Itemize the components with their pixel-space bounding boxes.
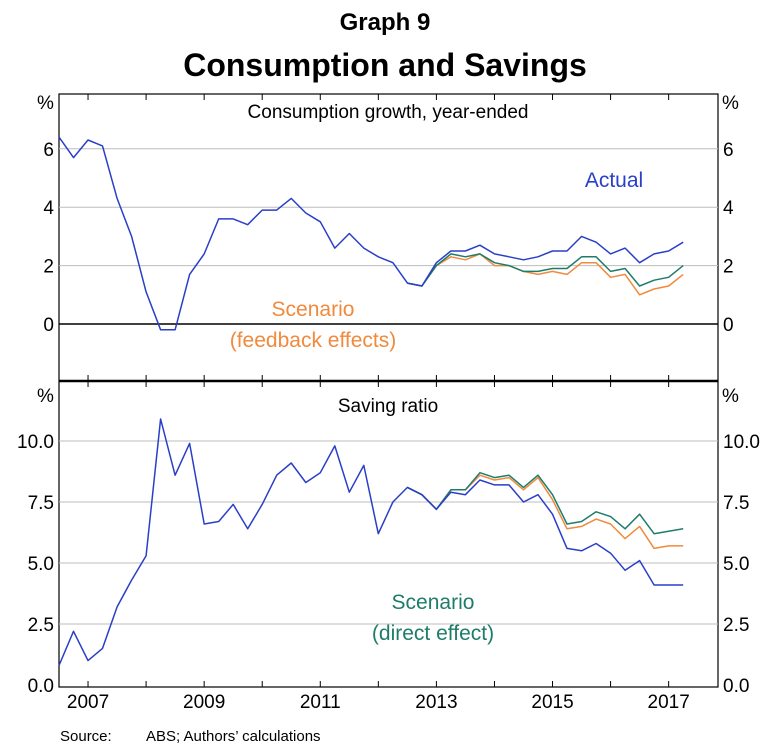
y-tick-label-right: 4: [723, 198, 734, 219]
bottom-left-unit: %: [37, 386, 54, 407]
panel-top-title: Consumption growth, year-ended: [248, 102, 529, 123]
top-right-unit: %: [722, 93, 739, 114]
x-tick-label: 2015: [531, 692, 573, 713]
y-tick-label-right: 0: [723, 315, 734, 336]
panel-bottom-title: Saving ratio: [338, 396, 438, 417]
series-line-feedback: [407, 253, 684, 296]
series-lines: [58, 136, 684, 666]
y-tick-label-right: 6: [723, 140, 734, 161]
y-tick-label-left: 2: [43, 257, 54, 278]
y-tick-label-right: 5.0: [723, 554, 749, 575]
gridlines: [59, 94, 718, 687]
y-tick-label-left: 5.0: [28, 554, 54, 575]
series-line-actual: [58, 418, 684, 666]
bottom-right-unit: %: [722, 386, 739, 407]
y-tick-label-right: 0.0: [723, 676, 749, 697]
label-direct-line1: Scenario: [392, 591, 475, 614]
y-tick-label-left: 6: [43, 140, 54, 161]
graph-label: Graph 9: [340, 9, 431, 36]
y-tick-label-right: 2.5: [723, 615, 749, 636]
axis-labels: 6 6 4 4 2 2 0 0 10.0 10.0 7.5 7.5 5.0 5.0 2.5 2.5 0.0 0.0…: [17, 140, 760, 713]
x-tick-label: 2011: [300, 692, 341, 713]
x-tick-label: 2013: [415, 692, 457, 713]
y-tick-label-left: 10.0: [17, 432, 54, 453]
x-tick-label: 2017: [648, 692, 690, 713]
label-feedback-line1: Scenario: [272, 298, 355, 321]
y-tick-label-left: 0.0: [28, 676, 54, 697]
series-line-direct: [407, 471, 684, 535]
label-feedback-line2: (feedback effects): [230, 329, 397, 352]
y-tick-label-left: 4: [43, 198, 54, 219]
label-actual: Actual: [585, 169, 643, 192]
plot-frame: [58, 93, 719, 688]
y-tick-label-right: 10.0: [723, 432, 760, 453]
y-tick-label-left: 7.5: [28, 493, 54, 514]
series-line-actual: [58, 136, 684, 331]
y-tick-label-right: 2: [723, 257, 734, 278]
series-line-direct: [407, 253, 684, 287]
chart-title: Consumption and Savings: [183, 47, 587, 83]
top-left-unit: %: [37, 93, 54, 114]
label-direct-line2: (direct effect): [372, 622, 494, 645]
y-tick-label-left: 0: [43, 315, 54, 336]
source-text: ABS; Authors’ calculations: [146, 728, 321, 745]
x-tick-label: 2007: [67, 692, 109, 713]
x-tick-label: 2009: [183, 692, 225, 713]
y-tick-label-left: 2.5: [28, 615, 54, 636]
y-tick-label-right: 7.5: [723, 493, 749, 514]
source-label: Source:: [60, 728, 112, 745]
